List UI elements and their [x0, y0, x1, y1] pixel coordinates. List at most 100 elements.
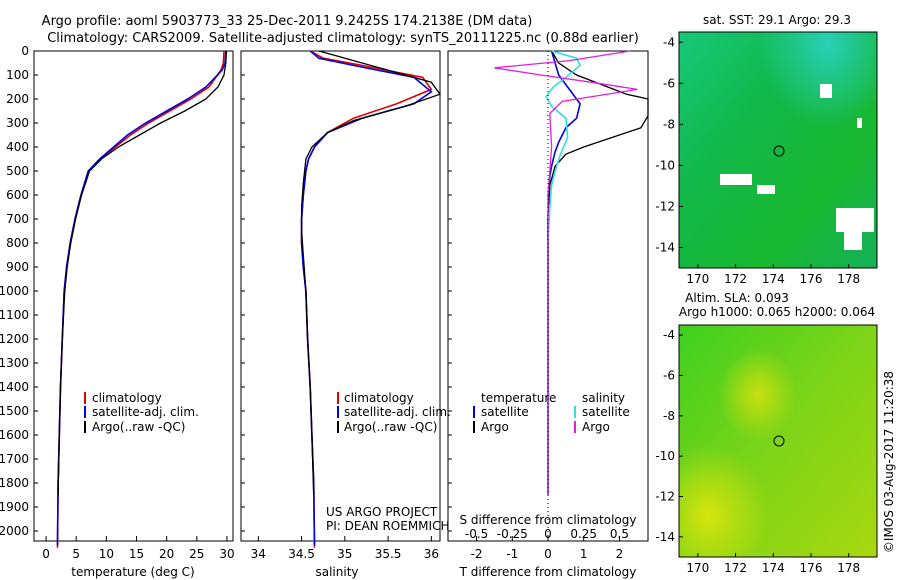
project-note: US ARGO PROJECT	[326, 505, 438, 519]
salinity-axis-label: salinity	[315, 565, 358, 579]
depth-tick-label: 700	[6, 212, 29, 226]
x-tick-label: -2	[471, 547, 483, 561]
legend-header-salinity: salinity	[582, 391, 625, 405]
map-y-tick-label: -8	[663, 117, 675, 131]
map-x-tick-label: 172	[724, 272, 747, 286]
sst-map-cloud-mask	[844, 228, 862, 250]
depth-tick-label: 100	[6, 68, 29, 82]
depth-tick-label: 1300	[0, 356, 29, 370]
map-y-tick-label: -12	[655, 489, 675, 503]
pi-note: PI: DEAN ROEMMICH	[326, 519, 449, 533]
argo-float-marker	[773, 145, 785, 157]
sla-map-high-patch	[679, 325, 877, 557]
map-y-tick-label: -6	[663, 368, 675, 382]
temperature-profile-lines	[56, 50, 228, 548]
map-x-tick-label: 172	[724, 561, 747, 575]
t-difference-x-ticks: -2 -1 0 1 2	[471, 536, 624, 561]
s-tick-label: 0.25	[570, 527, 597, 541]
map-x-tick-label: 174	[762, 272, 785, 286]
sst-map-title: sat. SST: 29.1 Argo: 29.3	[703, 13, 851, 27]
map-y-tick-label: -10	[655, 158, 675, 172]
map-x-tick-label: 170	[686, 561, 709, 575]
map-x-tick-label: 176	[800, 272, 823, 286]
s-tick-label: 0	[544, 527, 552, 541]
profile-line-climatology	[300, 50, 433, 548]
legend-label-temp-satellite: satellite	[481, 405, 529, 419]
legend-label-satellite: satellite-adj. clim.	[344, 405, 451, 419]
depth-tick-label: 200	[6, 92, 29, 106]
depth-tick-label: 1000	[0, 284, 29, 298]
x-tick-label: 10	[99, 547, 114, 561]
depth-tick-label: 1800	[0, 476, 29, 490]
x-tick-label: 2	[616, 547, 624, 561]
depth-tick-label: 1400	[0, 380, 29, 394]
x-tick-label: 36	[424, 547, 439, 561]
sst-map-cloud-mask	[820, 84, 832, 98]
map-y-tick-label: -4	[663, 328, 675, 342]
sla-y-ticks: -4 -6 -8 -10 -12 -14	[655, 328, 683, 544]
depth-tick-label: 400	[6, 140, 29, 154]
sst-x-ticks: 170 172 174 176 178	[686, 264, 860, 286]
depth-tick-label: 900	[6, 260, 29, 274]
x-tick-label: 15	[129, 547, 144, 561]
x-tick-label: 30	[219, 547, 234, 561]
salinity-profile-lines	[300, 50, 442, 548]
profile-line-argo-raw-qc-	[300, 50, 442, 496]
sst-y-ticks: -4 -6 -8 -10 -12 -14	[655, 35, 683, 254]
timestamp-stamp: ©IMOS 03-Aug-2017 11:20:38	[882, 371, 896, 553]
depth-tick-label: 2000	[0, 524, 29, 538]
map-y-tick-label: -14	[655, 530, 675, 544]
x-tick-label: 0	[544, 547, 552, 561]
map-y-tick-label: -14	[655, 240, 675, 254]
legend-label-climatology: climatology	[344, 391, 414, 405]
x-tick-label: 34	[251, 547, 266, 561]
map-x-tick-label: 176	[800, 561, 823, 575]
map-x-tick-label: 178	[837, 272, 860, 286]
sla-x-ticks: 170 172 174 176 178	[686, 553, 860, 575]
s-tick-label: -0.5	[465, 527, 488, 541]
s-difference-x-ticks: -0.5 -0.25 0 0.25 0.5	[465, 527, 629, 541]
temperature-legend: climatology satellite-adj. clim. Argo(..…	[84, 391, 199, 434]
depth-tick-label: 500	[6, 164, 29, 178]
sla-map-title-line2: Argo h1000: 0.065 h2000: 0.064	[679, 305, 875, 319]
temperature-axis-label: temperature (deg C)	[71, 565, 194, 579]
legend-label-satellite: satellite-adj. clim.	[92, 405, 199, 419]
x-tick-label: 34.5	[288, 547, 315, 561]
depth-tick-label: 1700	[0, 452, 29, 466]
s-tick-label: 0.5	[610, 527, 629, 541]
depth-tick-label: 1600	[0, 428, 29, 442]
profile-line-argo-raw-qc-	[57, 50, 228, 496]
depth-tick-label: 1100	[0, 308, 29, 322]
depth-tick-label: 1500	[0, 404, 29, 418]
legend-label-sal-satellite: satellite	[582, 405, 630, 419]
figure-title-line2: Climatology: CARS2009. Satellite-adjuste…	[47, 31, 639, 46]
map-y-tick-label: -4	[663, 35, 675, 49]
x-tick-label: 25	[189, 547, 204, 561]
depth-tick-label: 800	[6, 236, 29, 250]
figure-title-line1: Argo profile: aoml 5903773_33 25-Dec-201…	[42, 14, 533, 29]
map-x-tick-label: 174	[762, 561, 785, 575]
legend-header-temperature: temperature	[481, 391, 556, 405]
temperature-panel-frame	[33, 50, 234, 542]
depth-tick-label: 1200	[0, 332, 29, 346]
sst-map-cloud-mask	[857, 118, 862, 128]
sst-map	[678, 31, 878, 269]
map-y-tick-label: -10	[655, 449, 675, 463]
t-difference-axis-label: T difference from climatology	[459, 565, 637, 579]
x-tick-label: 5	[72, 547, 80, 561]
map-x-tick-label: 178	[837, 561, 860, 575]
profile-line-satellite-adj-clim-	[300, 50, 433, 546]
depth-tick-label: 0	[21, 44, 29, 58]
depth-tick-label: 1900	[0, 500, 29, 514]
sst-map-cloud-mask	[720, 174, 752, 185]
salinity-legend: climatology satellite-adj. clim. Argo(..…	[337, 391, 451, 434]
legend-label-argo: Argo(..raw -QC)	[92, 420, 185, 434]
map-y-tick-label: -12	[655, 199, 675, 213]
sst-map-cloud-mask	[757, 185, 775, 194]
x-tick-label: 1	[580, 547, 588, 561]
x-tick-label: 0	[42, 547, 50, 561]
legend-label-sal-argo: Argo	[582, 420, 610, 434]
depth-tick-label: 600	[6, 188, 29, 202]
sla-map-title-line1: Altim. SLA: 0.093	[685, 291, 789, 305]
